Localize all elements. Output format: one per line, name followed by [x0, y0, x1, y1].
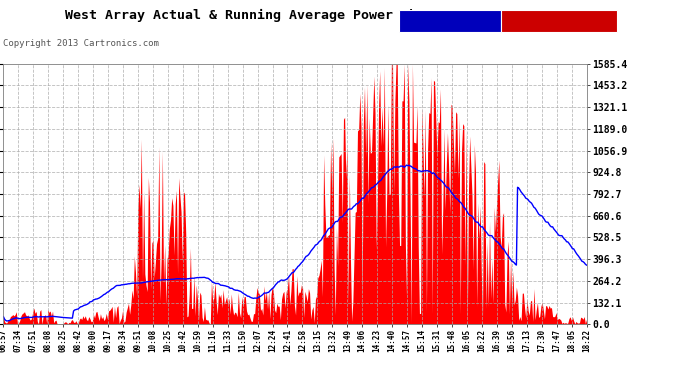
- Text: West Array  (DC Watts): West Array (DC Watts): [504, 16, 613, 26]
- Text: Average  (DC Watts): Average (DC Watts): [402, 16, 497, 26]
- Text: West Array Actual & Running Average Power Thu Oct 3 18:25: West Array Actual & Running Average Powe…: [66, 9, 521, 22]
- Text: Copyright 2013 Cartronics.com: Copyright 2013 Cartronics.com: [3, 39, 159, 48]
